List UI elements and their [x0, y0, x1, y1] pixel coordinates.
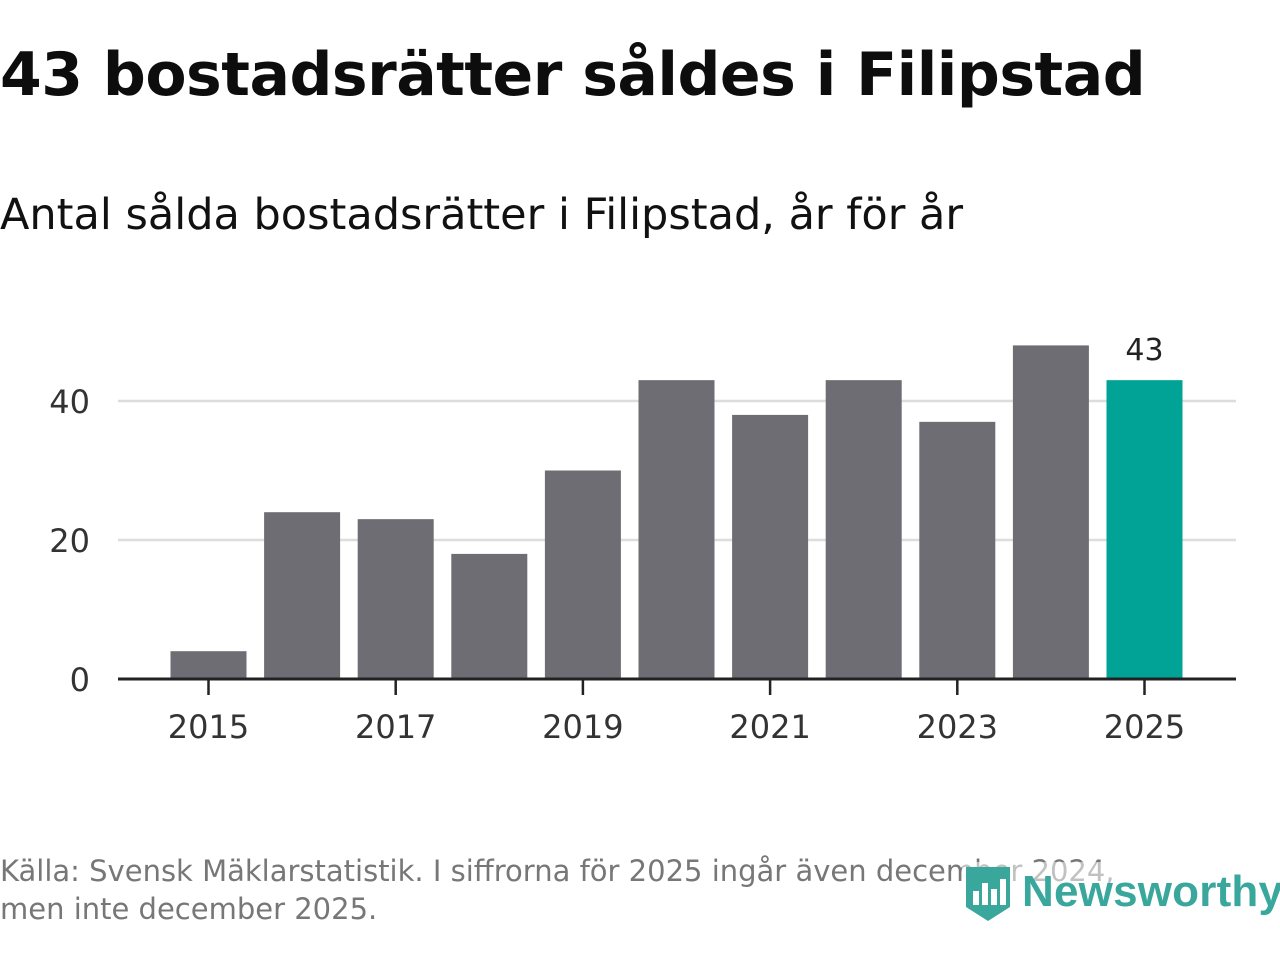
bar-2025	[1106, 380, 1183, 679]
bar-2023	[919, 421, 996, 679]
x-tick-label-2023: 2023	[917, 708, 998, 746]
x-tick-label-2015: 2015	[168, 708, 249, 746]
bar-2015	[170, 651, 247, 679]
x-tick-label-2021: 2021	[729, 708, 810, 746]
labels: 0 20 40 2015 2017 2019 2021 2023 2025 43	[49, 333, 1185, 746]
y-tick-label-20: 20	[49, 522, 90, 560]
y-tick-label-0: 0	[70, 661, 90, 699]
bar-2021	[732, 414, 809, 679]
bar-chart: 0 20 40 2015 2017 2019 2021 2023 2025 43	[49, 333, 1236, 746]
bars	[170, 345, 1183, 679]
newsworthy-logo: Newsworthy	[962, 862, 1280, 922]
bar-2018	[451, 553, 528, 679]
source-note-line-2: men inte december 2025.	[0, 892, 378, 926]
bar-2022	[825, 380, 902, 679]
bar-2017	[357, 519, 434, 679]
bar-2020	[638, 380, 715, 679]
source-note: Källa: Svensk Mäklarstatistik. I siffror…	[0, 852, 1200, 928]
chart-title: 43 bostadsrätter såldes i Filipstad	[0, 40, 1146, 110]
bar-2019	[544, 470, 621, 679]
chart-subtitle: Antal sålda bostadsrätter i Filipstad, å…	[0, 190, 964, 240]
x-tick-label-2019: 2019	[542, 708, 623, 746]
bar-2024	[1012, 345, 1089, 679]
newsworthy-logo-icon	[966, 867, 1010, 921]
axes	[118, 677, 1236, 695]
x-tick-label-2017: 2017	[355, 708, 436, 746]
x-tick-label-2025: 2025	[1104, 708, 1185, 746]
data-label-2025: 43	[1125, 333, 1163, 368]
y-tick-label-40: 40	[49, 383, 90, 421]
bar-2016	[264, 512, 341, 679]
logo-text: Newsworthy	[1022, 867, 1280, 916]
source-note-line-1: Källa: Svensk Mäklarstatistik. I siffror…	[0, 854, 1115, 888]
